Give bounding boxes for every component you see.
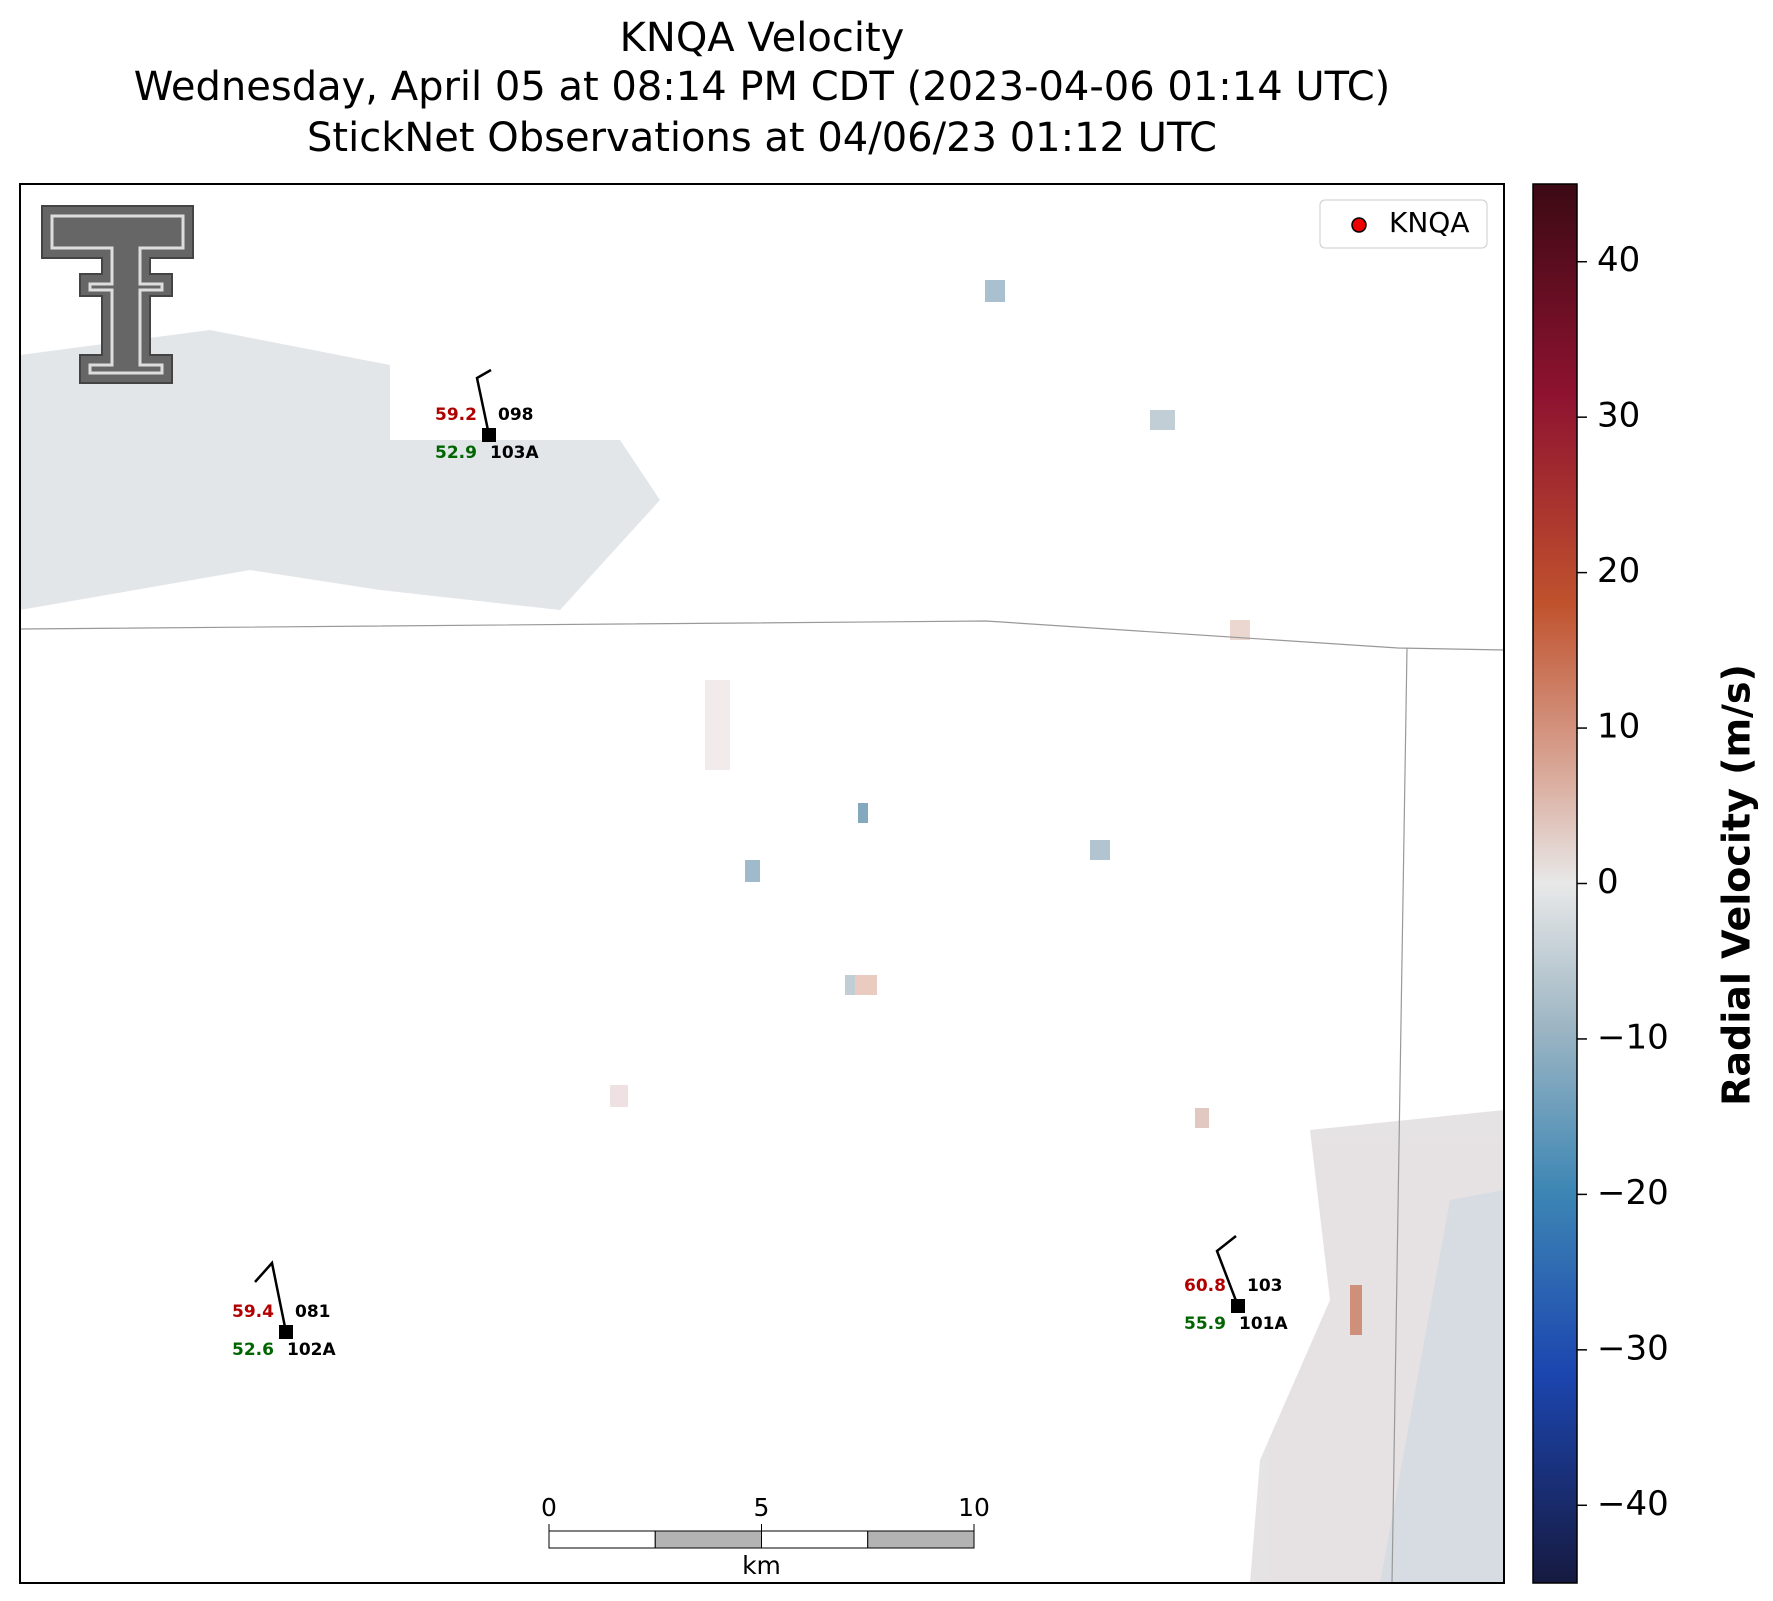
legend: KNQA [1319,199,1488,249]
legend-marker [1351,217,1367,233]
colorbar-tick-label: −10 [1597,1017,1669,1057]
temperature: 59.4 [232,1302,274,1322]
colorbar-tick-label: −30 [1597,1328,1669,1368]
subtitle: Wednesday, April 05 at 08:14 PM CDT (202… [134,64,1391,110]
dewpoint: 52.9 [435,443,477,463]
dewpoint: 52.6 [232,1340,274,1360]
legend-label: KNQA [1389,206,1470,239]
boundary [1391,647,1408,1584]
logo [41,205,194,384]
station-marker [482,428,496,442]
temperature: 60.8 [1184,1276,1226,1296]
colorbar-tick-label: 40 [1597,240,1640,280]
colorbar [1532,183,1578,1584]
subtitle: StickNet Observations at 04/06/23 01:12 … [307,115,1217,161]
colorbar-tick-label: 0 [1597,862,1619,902]
wind-barb [254,1260,288,1333]
station-id: 098 [498,405,534,425]
colorbar-tick-label: 10 [1597,707,1640,747]
scalebar-label: 10 [958,1493,990,1522]
scalebar-label: 0 [541,1493,557,1522]
station-id: 081 [295,1302,331,1322]
dewpoint: 55.9 [1184,1314,1226,1334]
colorbar-tick-label: 30 [1597,396,1640,436]
temperature: 59.2 [435,405,477,425]
station-marker [1231,1299,1245,1313]
colorbar-label: Radial Velocity (m/s) [1715,664,1759,1106]
probe-id: 101A [1239,1314,1288,1334]
colorbar-tick-label: −20 [1597,1173,1669,1213]
map-frame [19,183,1505,1584]
legend-box [1319,199,1488,249]
colorbar-tick-label: −40 [1597,1484,1669,1524]
station-id: 103 [1247,1276,1283,1296]
scalebar-label: 5 [754,1493,770,1522]
title: KNQA Velocity [620,15,905,61]
wind-barb [1215,1235,1240,1307]
probe-id: 102A [287,1340,336,1360]
scalebar-segment [548,1530,656,1549]
scalebar-segment [867,1530,975,1549]
scalebar-unit: km [742,1551,781,1580]
wind-barb [475,368,492,436]
scalebar-segment [654,1530,762,1549]
probe-id: 103A [490,443,539,463]
boundary [19,620,1505,651]
colorbar-tick-label: 20 [1597,551,1640,591]
station-marker [279,1325,293,1339]
radar-echoes [20,280,1504,1583]
scalebar-segment [761,1530,869,1549]
